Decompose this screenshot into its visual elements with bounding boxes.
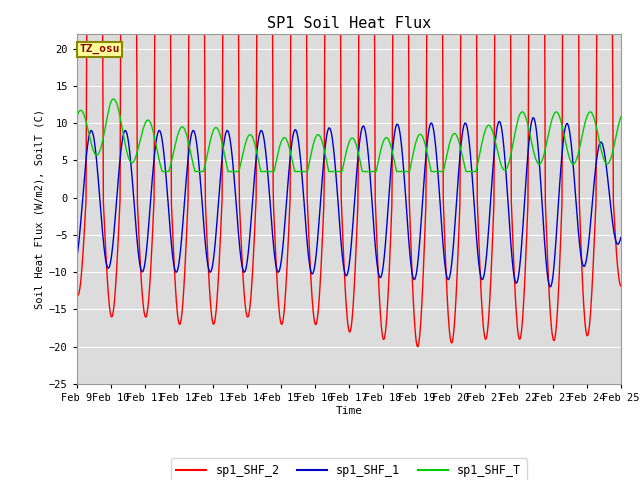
sp1_SHF_1 (158, 135, 166, 141)
sp1_SHF_T (73, 114, 81, 120)
sp1_SHF_T (109, 96, 117, 102)
sp1_SHF_1 (547, 284, 554, 290)
sp1_SHF_1 (529, 115, 537, 120)
sp1_SHF_T (557, 120, 565, 125)
sp1_SHF_1 (611, 232, 618, 238)
sp1_SHF_T (611, 141, 618, 147)
sp1_SHF_T (325, 168, 333, 174)
Title: SP1 Soil Heat Flux: SP1 Soil Heat Flux (267, 16, 431, 31)
Line: sp1_SHF_1: sp1_SHF_1 (77, 118, 621, 287)
sp1_SHF_1 (617, 235, 625, 240)
sp1_SHF_2 (557, 229, 564, 235)
sp1_SHF_2 (617, 283, 625, 289)
sp1_SHF_1 (477, 274, 484, 280)
Line: sp1_SHF_T: sp1_SHF_T (77, 99, 621, 171)
sp1_SHF_T (617, 114, 625, 120)
sp1_SHF_T (159, 168, 166, 174)
sp1_SHF_T (335, 168, 343, 174)
X-axis label: Time: Time (335, 406, 362, 416)
Y-axis label: Soil Heat Flux (W/m2), SoilT (C): Soil Heat Flux (W/m2), SoilT (C) (35, 109, 45, 309)
sp1_SHF_1 (73, 254, 81, 260)
sp1_SHF_T (477, 142, 485, 148)
sp1_SHF_2 (73, 290, 81, 296)
sp1_SHF_2 (611, 218, 618, 224)
sp1_SHF_2 (414, 344, 422, 349)
sp1_SHF_1 (557, 160, 565, 166)
sp1_SHF_1 (324, 127, 332, 132)
sp1_SHF_1 (335, 203, 342, 209)
sp1_SHF_T (158, 168, 166, 174)
Text: TZ_osu: TZ_osu (79, 44, 120, 54)
Legend: sp1_SHF_2, sp1_SHF_1, sp1_SHF_T: sp1_SHF_2, sp1_SHF_1, sp1_SHF_T (171, 458, 527, 480)
sp1_SHF_2 (477, 291, 485, 297)
Line: sp1_SHF_2: sp1_SHF_2 (77, 0, 621, 347)
